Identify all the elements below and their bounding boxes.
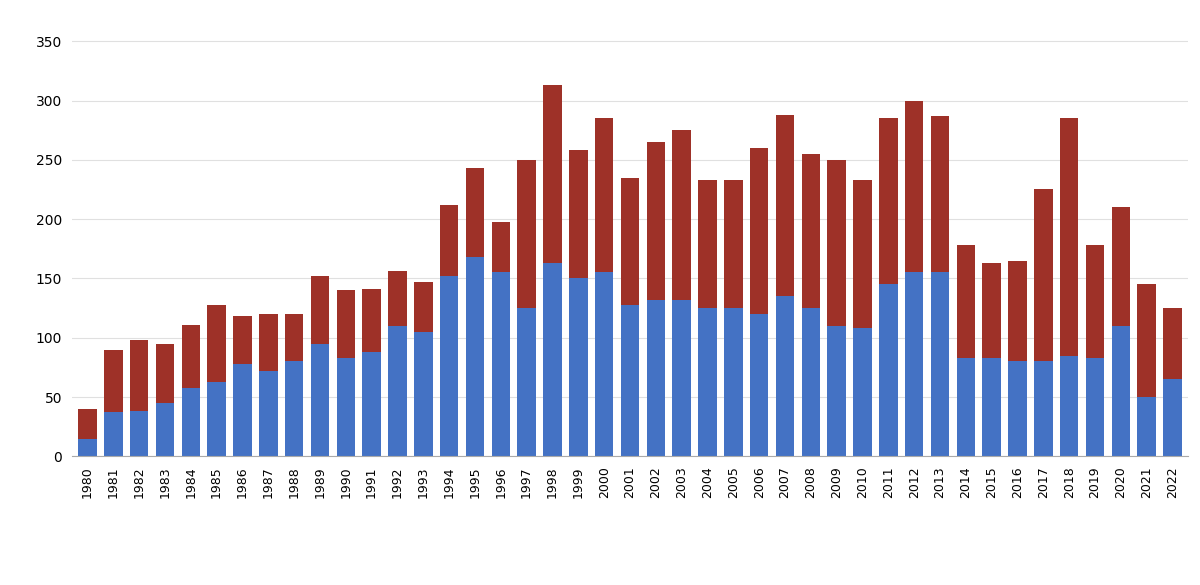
Bar — [362, 352, 380, 456]
Bar — [750, 314, 768, 456]
Bar — [1060, 356, 1079, 456]
Bar — [775, 115, 794, 296]
Bar — [569, 278, 588, 456]
Bar — [672, 300, 691, 456]
Bar — [1008, 261, 1027, 362]
Bar — [233, 364, 252, 456]
Bar — [1163, 379, 1182, 456]
Bar — [259, 371, 277, 456]
Bar — [620, 178, 640, 305]
Bar — [905, 101, 924, 273]
Bar — [311, 276, 329, 343]
Bar — [853, 328, 871, 456]
Bar — [647, 300, 665, 456]
Bar — [181, 325, 200, 387]
Bar — [802, 154, 820, 308]
Bar — [259, 314, 277, 371]
Bar — [311, 343, 329, 456]
Bar — [440, 205, 458, 276]
Bar — [130, 340, 149, 411]
Bar — [595, 273, 613, 456]
Bar — [775, 296, 794, 456]
Bar — [440, 276, 458, 456]
Bar — [698, 308, 716, 456]
Bar — [78, 409, 97, 439]
Bar — [1086, 358, 1104, 456]
Bar — [284, 314, 304, 362]
Bar — [750, 148, 768, 314]
Bar — [853, 180, 871, 328]
Bar — [362, 289, 380, 352]
Bar — [130, 411, 149, 456]
Bar — [414, 282, 433, 332]
Bar — [724, 180, 743, 308]
Bar — [1008, 362, 1027, 456]
Bar — [492, 222, 510, 273]
Bar — [1034, 190, 1052, 362]
Bar — [1111, 326, 1130, 456]
Bar — [620, 305, 640, 456]
Bar — [1138, 397, 1156, 456]
Bar — [104, 412, 122, 456]
Bar — [544, 85, 562, 263]
Bar — [827, 160, 846, 326]
Bar — [1060, 118, 1079, 356]
Bar — [156, 403, 174, 456]
Bar — [724, 308, 743, 456]
Bar — [492, 273, 510, 456]
Bar — [956, 245, 976, 358]
Bar — [517, 160, 536, 308]
Bar — [905, 273, 924, 456]
Bar — [931, 116, 949, 273]
Bar — [1138, 284, 1156, 397]
Bar — [284, 362, 304, 456]
Bar — [1163, 308, 1182, 379]
Bar — [233, 316, 252, 364]
Bar — [389, 271, 407, 326]
Bar — [389, 326, 407, 456]
Bar — [78, 439, 97, 456]
Bar — [517, 308, 536, 456]
Bar — [181, 387, 200, 456]
Bar — [880, 284, 898, 456]
Bar — [156, 343, 174, 403]
Bar — [569, 150, 588, 278]
Bar — [336, 358, 355, 456]
Bar — [208, 305, 226, 381]
Bar — [802, 308, 820, 456]
Bar — [931, 273, 949, 456]
Bar — [466, 168, 485, 257]
Bar — [466, 257, 485, 456]
Bar — [983, 263, 1001, 358]
Bar — [208, 381, 226, 456]
Bar — [1034, 362, 1052, 456]
Bar — [956, 358, 976, 456]
Bar — [1111, 207, 1130, 326]
Bar — [336, 290, 355, 358]
Bar — [544, 263, 562, 456]
Bar — [414, 332, 433, 456]
Bar — [595, 118, 613, 273]
Bar — [698, 180, 716, 308]
Bar — [827, 326, 846, 456]
Bar — [104, 350, 122, 412]
Bar — [1086, 245, 1104, 358]
Bar — [983, 358, 1001, 456]
Bar — [647, 142, 665, 300]
Bar — [880, 118, 898, 284]
Bar — [672, 130, 691, 300]
